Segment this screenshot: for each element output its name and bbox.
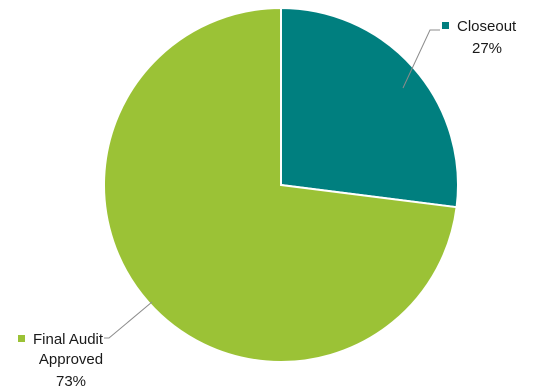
- pie-slice-closeout: [281, 8, 458, 207]
- slice-name-final-audit-line1: Final Audit: [33, 331, 104, 348]
- leader-line-final-audit: [104, 302, 152, 338]
- data-label-final-audit: Final Audit Approved 73%: [18, 331, 104, 390]
- slice-value-closeout: 27%: [472, 40, 502, 57]
- legend-marker-closeout: [442, 22, 449, 29]
- pie-slices: [104, 8, 458, 362]
- slice-value-final-audit: 73%: [56, 373, 86, 390]
- legend-marker-final-audit: [18, 335, 25, 342]
- slice-name-closeout: Closeout: [457, 18, 517, 35]
- data-label-closeout: Closeout 27%: [442, 18, 517, 57]
- slice-name-final-audit-line2: Approved: [39, 351, 103, 368]
